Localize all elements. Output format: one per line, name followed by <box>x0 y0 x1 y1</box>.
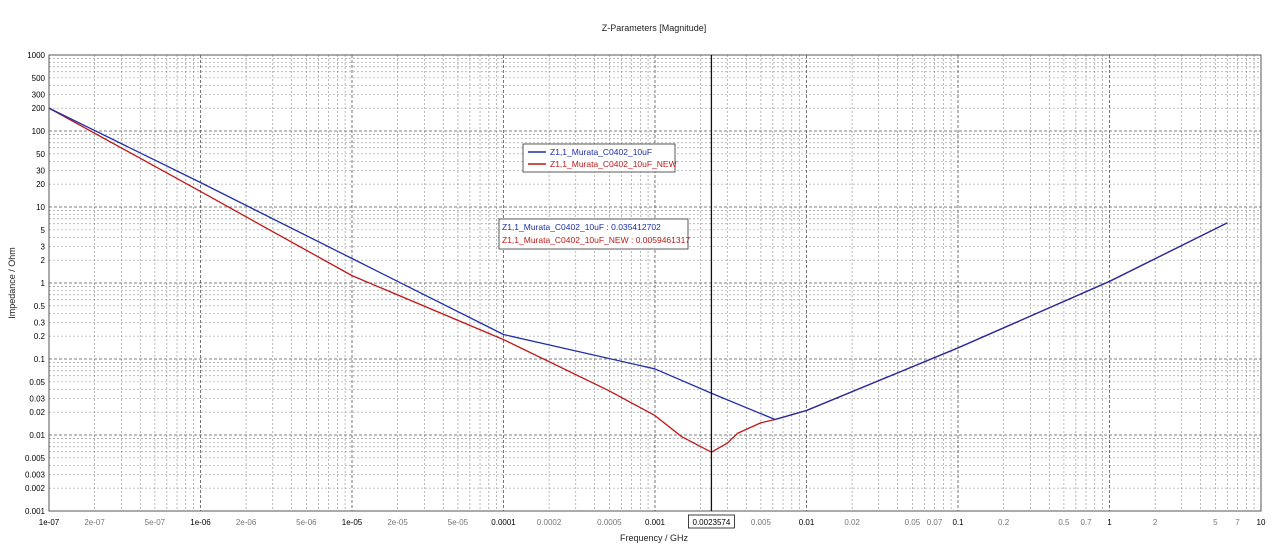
x-tick-label: 0.7 <box>1080 518 1092 527</box>
y-tick-label: 500 <box>32 74 46 83</box>
x-tick-label: 1e-07 <box>39 518 60 527</box>
x-tick-label: 0.0001 <box>491 518 516 527</box>
y-tick-label: 2 <box>41 256 46 265</box>
frequency-cursor[interactable]: 0.0023574 <box>688 55 735 529</box>
y-tick-label: 0.03 <box>29 395 45 404</box>
y-tick-label: 200 <box>32 104 46 113</box>
readout-value: Z1,1_Murata_C0402_10uF_NEW : 0.005946131… <box>502 235 690 245</box>
y-tick-label: 10 <box>36 203 45 212</box>
y-tick-label: 300 <box>32 91 46 100</box>
y-tick-label: 5 <box>41 226 46 235</box>
y-tick-label: 3 <box>41 243 46 252</box>
legend-box <box>522 143 676 173</box>
x-tick-label: 1 <box>1107 518 1112 527</box>
cursor-readout: Z1,1_Murata_C0402_10uF : 0.035412702 Z1,1… <box>498 218 690 250</box>
x-tick-label: 2 <box>1153 518 1158 527</box>
x-tick-label: 5e-06 <box>296 518 317 527</box>
y-tick-label: 0.005 <box>25 454 46 463</box>
y-tick-label: 0.01 <box>29 431 45 440</box>
chart-title: Z-Parameters [Magnitude] <box>602 23 707 33</box>
x-tick-label: 10 <box>1257 518 1266 527</box>
y-axis-label: Impedance / Ohm <box>7 247 17 319</box>
y-tick-label: 1000 <box>27 51 45 60</box>
y-tick-label: 0.003 <box>25 471 46 480</box>
x-tick-label: 0.2 <box>998 518 1010 527</box>
y-tick-label: 0.5 <box>34 302 46 311</box>
y-tick-label: 0.001 <box>25 507 46 516</box>
y-tick-label: 50 <box>36 150 45 159</box>
x-tick-label: 7 <box>1235 518 1240 527</box>
x-tick-label: 1e-06 <box>190 518 211 527</box>
readout-box <box>498 218 689 250</box>
y-tick-label: 0.02 <box>29 408 45 417</box>
x-tick-label: 0.005 <box>751 518 772 527</box>
x-tick-label: 0.07 <box>927 518 943 527</box>
x-tick-label: 1e-05 <box>342 518 363 527</box>
legend-entry: Z1,1_Murata_C0402_10uF_NEW <box>550 159 677 169</box>
cursor-value-box <box>688 514 735 529</box>
x-tick-label: 0.5 <box>1058 518 1070 527</box>
legend-entry: Z1,1_Murata_C0402_10uF <box>550 147 652 157</box>
x-tick-label: 5e-05 <box>448 518 469 527</box>
legend[interactable]: Z1,1_Murata_C0402_10uF Z1,1_Murata_C0402_… <box>522 143 677 173</box>
y-tick-label: 20 <box>36 180 45 189</box>
plot-frame <box>48 54 1262 512</box>
x-tick-label: 0.05 <box>905 518 921 527</box>
y-tick-label: 30 <box>36 167 45 176</box>
x-tick-label: 2e-05 <box>387 518 408 527</box>
x-tick-label: 0.01 <box>799 518 815 527</box>
x-axis-ticks: 1e-07 2e-07 5e-07 1e-06 2e-06 5e-06 1e-05 2e-05… <box>39 518 1266 527</box>
y-axis-ticks: 1000 500 300 200 100 50 30 20 10 5 3 2 1 0.5 0.3 0.2 0.1… <box>25 51 46 516</box>
grid-lines <box>48 54 1262 512</box>
x-axis-label: Frequency / GHz <box>620 533 689 543</box>
y-tick-label: 100 <box>32 127 46 136</box>
x-tick-label: 5e-07 <box>145 518 166 527</box>
x-tick-label: 0.1 <box>952 518 964 527</box>
y-tick-label: 0.002 <box>25 484 46 493</box>
y-tick-label: 0.1 <box>34 355 46 364</box>
y-tick-label: 0.3 <box>34 319 46 328</box>
cursor-value-label: 0.0023574 <box>693 518 731 527</box>
x-tick-label: 0.001 <box>645 518 666 527</box>
x-tick-label: 0.0005 <box>597 518 622 527</box>
x-tick-label: 0.0002 <box>537 518 562 527</box>
x-tick-label: 2e-07 <box>84 518 105 527</box>
x-tick-label: 0.02 <box>844 518 860 527</box>
y-tick-label: 0.05 <box>29 378 45 387</box>
y-tick-label: 0.2 <box>34 332 46 341</box>
y-tick-label: 1 <box>41 279 46 288</box>
x-tick-label: 5 <box>1213 518 1218 527</box>
readout-value: Z1,1_Murata_C0402_10uF : 0.035412702 <box>502 222 661 232</box>
x-tick-label: 2e-06 <box>236 518 257 527</box>
